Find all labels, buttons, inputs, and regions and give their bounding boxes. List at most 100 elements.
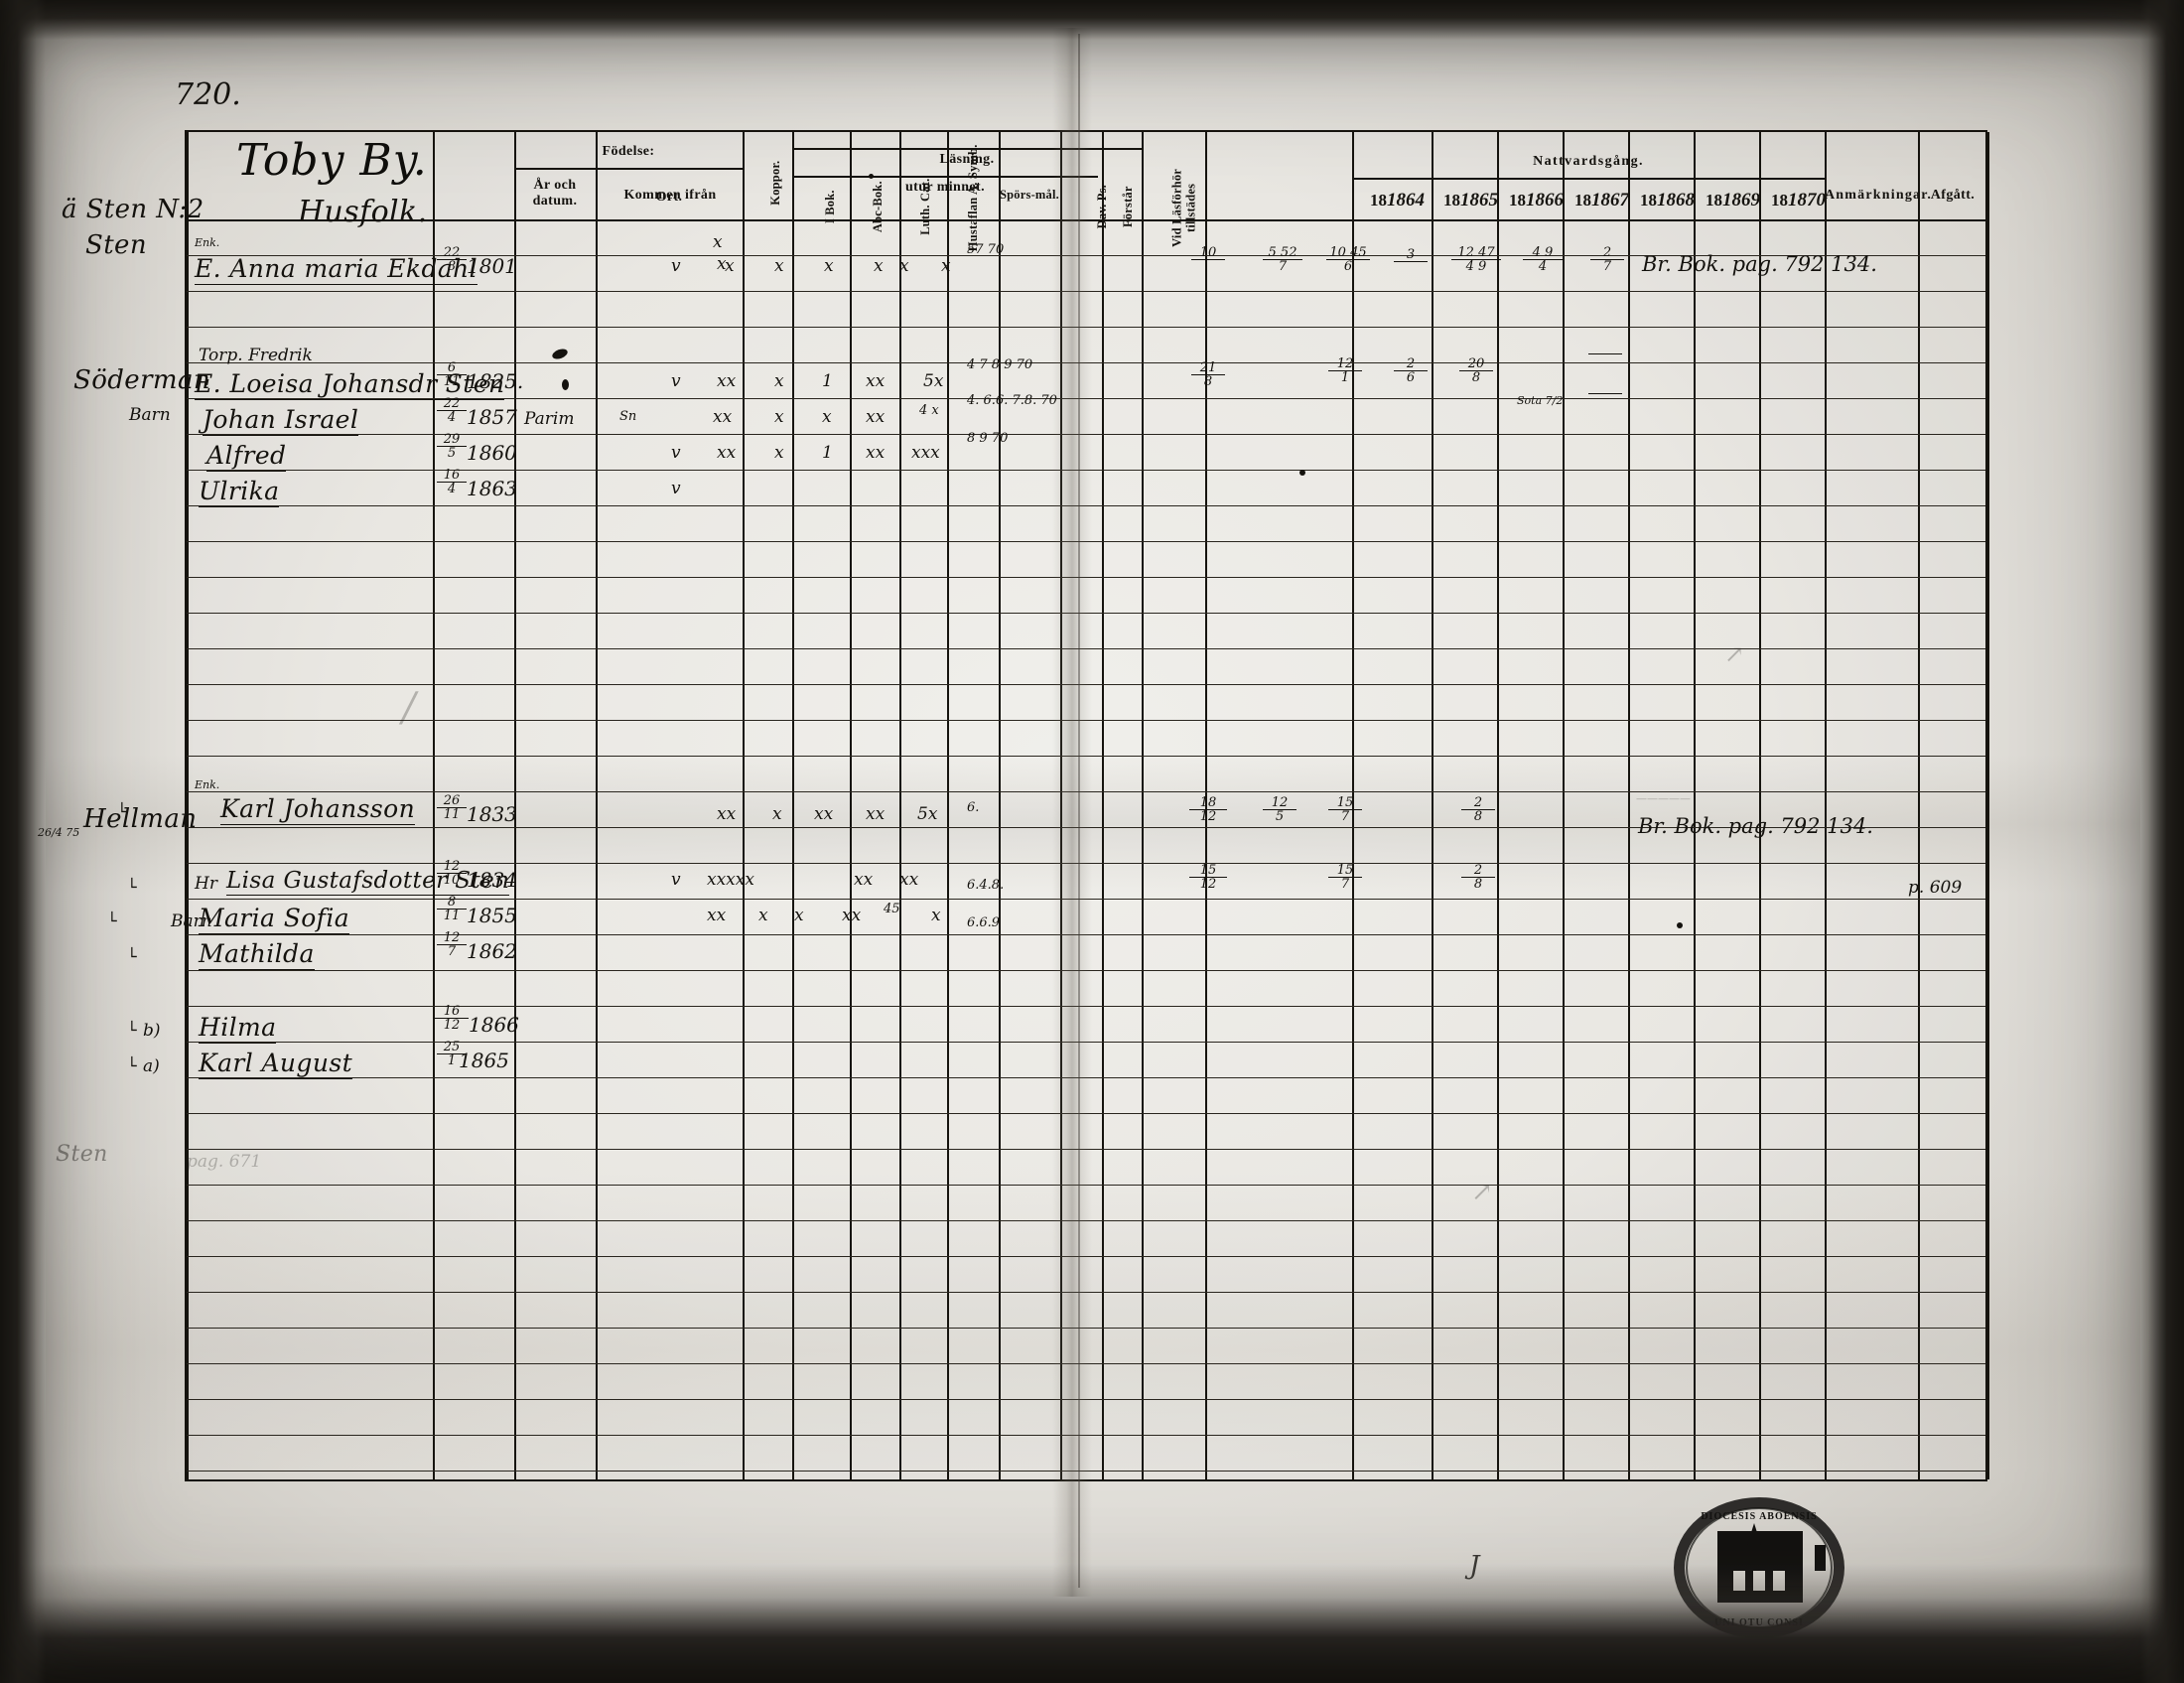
row-5-birth-year: 1863 [467, 477, 517, 500]
margin-mark-row-10: b) [143, 1021, 161, 1041]
row-2-reading-1: x [774, 371, 784, 391]
ink-speck [1677, 922, 1683, 928]
row-2-birth-daymonth: 6 11 [437, 361, 467, 388]
header-reading-group: Läsning. [939, 152, 995, 167]
row-8-present: 6.6.9 [967, 915, 1001, 930]
header-communion-group: Nattvardsgång. [1533, 154, 1644, 169]
row-7-smallpox: v [671, 870, 681, 890]
row-5-name: Ulrika [199, 477, 280, 507]
row-3-communion-note: Sota 7/2 [1517, 394, 1564, 407]
row-8-reading-5: x [931, 906, 941, 925]
ink-speck [1299, 470, 1305, 476]
row-1-remarks: Br. Bok. pag. 792 134. [1642, 252, 1877, 276]
row-8-reading-2: x [794, 906, 804, 925]
row-1-birth-year: 1801 [467, 254, 517, 278]
margin-mark-row-8: Barn [171, 912, 212, 931]
row-4-birth-year: 1860 [467, 441, 517, 465]
header-bottom-rule [187, 219, 1989, 221]
row-5-smallpox: v [671, 479, 681, 498]
row-2-reading-4: 5x [923, 371, 944, 391]
communion-year-1867: 181867 [1574, 190, 1629, 210]
table-rule [1628, 132, 1630, 1479]
scan-edge-left [0, 0, 46, 1683]
row-1-present: 57 70 [967, 242, 1005, 257]
row-3-reading-4: 4 x [919, 403, 939, 418]
row-3-come-from: Sn [619, 409, 637, 424]
header-come-from: Kommen ifrån [623, 188, 717, 203]
row-8-birth-year: 1855 [467, 904, 517, 927]
church-chimney-icon [1815, 1545, 1826, 1571]
row-1-reading-0: x [717, 254, 727, 274]
header-reading-sporsmal: Spörs-mål. [1000, 188, 1059, 202]
row-8-reading-1: x [758, 906, 768, 925]
row-11-name: Karl August [199, 1049, 353, 1079]
row-2-smallpox: v [671, 371, 681, 391]
row-6-present: 6. [967, 800, 980, 815]
row-4-name: Alfred [206, 441, 287, 472]
header-smallpox: Koppor. [767, 160, 782, 206]
row-9-birth-year: 1862 [467, 939, 517, 963]
row-2-reading-2: 1 [822, 371, 833, 391]
communion-year-1869-suffix: 1869 [1722, 190, 1760, 210]
row-2-reading-0: xx [717, 371, 737, 391]
row-7-birth-daymonth: 12 10 [437, 860, 467, 887]
header-reading-luth-cat: Luth. Cat. [917, 178, 932, 235]
header-reading-dav-ps: Dav. Ps. [1094, 185, 1109, 229]
row-1-reading-top: x [713, 232, 723, 252]
margin-note-row-6: 26/4 75 [38, 826, 80, 839]
table-rule [743, 132, 745, 1479]
row-6-reading-2: xx [814, 804, 834, 824]
row-6-reading-4: 5x [917, 804, 938, 824]
row-3-reading-1: x [774, 407, 784, 427]
row-1-reading-4: x [941, 256, 951, 276]
margin-faint-note: Sten [56, 1142, 108, 1167]
row-6-reading-0: xx [717, 804, 737, 824]
scan-edge-bottom [0, 1564, 2184, 1683]
row-4-birth-daymonth: 29 5 [437, 433, 467, 460]
row-3-communion-1870 [1588, 393, 1622, 394]
row-1-smallpox: v [671, 256, 681, 276]
row-2-reading-3: xx [866, 371, 886, 391]
header-birth-group: Födelse: [602, 144, 655, 159]
row-1-communion-1865: 5 52 7 [1263, 246, 1302, 273]
row-6-name: Karl Johansson [220, 794, 416, 825]
row-6-birth-year: 1833 [467, 802, 517, 826]
row-8-reading-4: 45 [884, 902, 900, 916]
row-1-prefix: Enk. [195, 236, 220, 249]
table-rule [514, 132, 516, 1479]
row-7-present: 6.4.8. [967, 878, 1005, 893]
table-rule [1060, 132, 1062, 1479]
ink-speck [869, 174, 874, 179]
table-rule [1694, 132, 1696, 1479]
row-3-reading-0: xx [713, 407, 733, 427]
ledger-table: Födelse: År och datum. Ort. Kommen ifrån… [185, 130, 1989, 1481]
row-4-reading-0: xx [717, 443, 737, 463]
header-from-memory: utur minnet. [905, 180, 985, 195]
row-1-communion-1868: 12 47 4 9 [1451, 246, 1501, 273]
table-rule [1142, 132, 1144, 1479]
table-rule [899, 132, 901, 1479]
row-3-birth-place: Parim [524, 409, 575, 429]
communion-year-1870-suffix: 1870 [1788, 190, 1826, 210]
row-4-reading-3: xx [866, 443, 886, 463]
row-8-birth-daymonth: 8 11 [437, 896, 467, 922]
row-2-birth-year: 1825. [467, 369, 524, 393]
communion-year-1867-suffix: 1867 [1591, 190, 1629, 210]
row-6-remarks: Br. Bok. pag. 792 134. [1638, 814, 1873, 838]
header-birth-place: Ort. [655, 190, 683, 205]
row-5-birth-daymonth: 16 4 [437, 469, 467, 495]
row-6-communion-1865: 12 5 [1263, 796, 1297, 823]
row-2-present: 4 7 8 9 70 [967, 357, 1033, 372]
row-3-reading-3: xx [866, 407, 886, 427]
communion-year-1864-suffix: 1864 [1387, 190, 1425, 210]
household-label: Husfolk. [298, 195, 428, 229]
table-rule [1825, 132, 1827, 1479]
row-6-reading-3: xx [866, 804, 886, 824]
row-7-reading-2: xx [854, 870, 874, 890]
margin-faint-note-2: pag. 671 [187, 1152, 262, 1172]
communion-year-1868: 181868 [1640, 190, 1695, 210]
table-rule [1987, 132, 1989, 1479]
table-rule [1102, 132, 1104, 1479]
